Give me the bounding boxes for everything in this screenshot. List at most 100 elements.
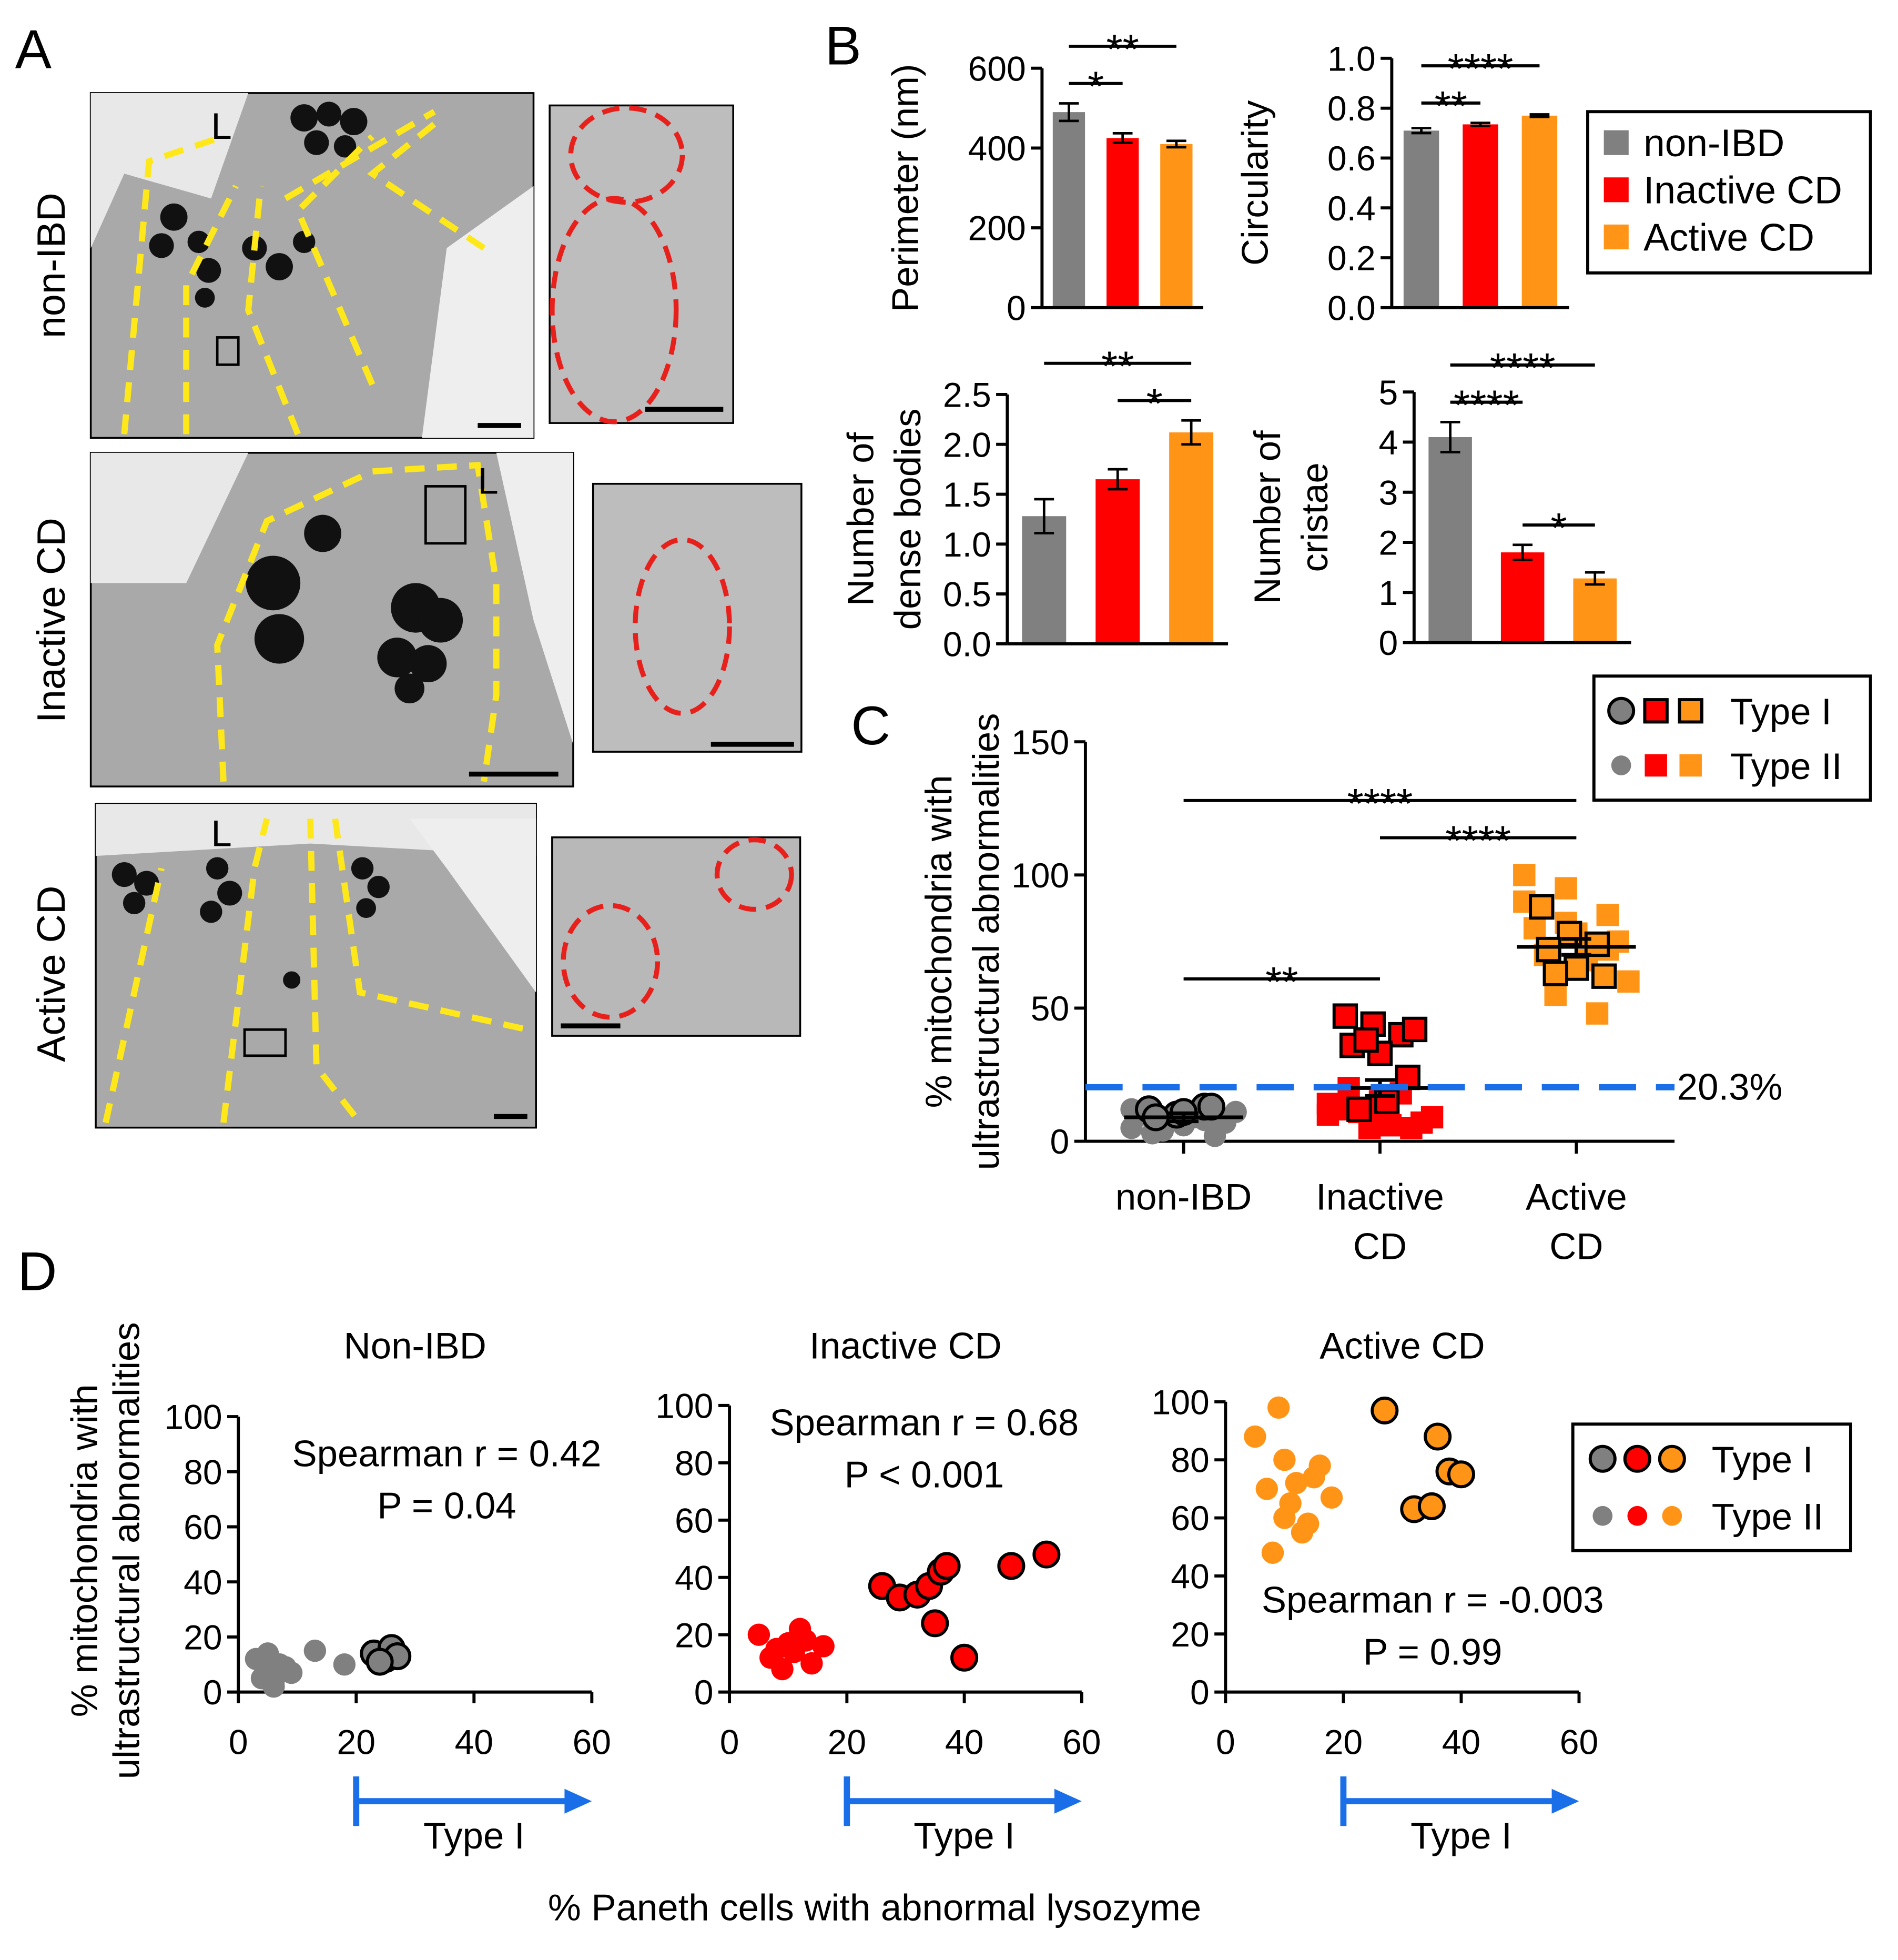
bar [1403,130,1439,308]
x-tick-label: CD [1549,1226,1603,1267]
micrograph-region [96,804,536,856]
panel-label: B [825,15,861,76]
y-tick-label: 2.0 [943,425,991,464]
y-axis-label: % mitochondria with [918,775,959,1108]
data-point [1402,1016,1428,1043]
legend-label: Inactive CD [1643,169,1842,212]
x-tick-label: 40 [455,1723,493,1762]
data-point [1536,936,1561,963]
panel-label: C [851,695,890,756]
inset-box [216,336,240,366]
legend-box [1592,674,1872,802]
data-point [747,1623,770,1646]
granules [149,102,368,308]
y-tick-label: 3 [1378,473,1398,512]
y-tick-label: 0.0 [1327,288,1376,327]
data-point [997,1552,1026,1580]
panel-label: A [15,19,52,80]
significance-label: * [1146,379,1163,427]
significance-label: * [1088,63,1104,110]
legend-label: Type II [1712,1496,1823,1538]
data-point [794,1629,817,1652]
x-tick-label: 0 [1216,1723,1235,1762]
data-point [1513,864,1536,886]
chart-title: Inactive CD [809,1325,1002,1366]
legend-marker [1645,754,1667,777]
x-tick-label: 20 [337,1723,375,1762]
legend-label: Active CD [1643,216,1814,259]
error-bar [1181,419,1202,446]
stat-label: P = 0.99 [1363,1631,1502,1673]
data-point [1555,877,1577,900]
data-point [1273,1507,1296,1529]
y-axis-label: ultrastructural abnormalities [106,1322,147,1779]
error-bar [1440,421,1460,453]
mitochondrion-outline [550,196,679,425]
y-axis-label: dense bodies [887,409,928,630]
bar [1106,138,1139,308]
significance-label: **** [1454,381,1519,429]
data-point [280,1661,303,1684]
x-tick-label: 20 [1324,1723,1363,1762]
data-point [1542,961,1568,986]
y-tick-label: 0.8 [1327,89,1376,128]
legend-label: Type I [1730,691,1832,732]
bar [1428,437,1472,643]
data-point [1353,1027,1379,1053]
y-tick-label: 0.2 [1327,239,1376,278]
data-point [1197,1093,1225,1121]
y-axis-label: ultrastructural abnormalities [965,713,1007,1170]
bar [1169,432,1214,644]
data-point [1332,1003,1358,1029]
x-tick-label: non-IBD [1115,1176,1252,1217]
y-tick-label: 0 [1007,288,1026,327]
y-tick-label: 40 [1171,1557,1209,1595]
x-axis-label: % Paneth cells with abnormal lysozyme [548,1887,1201,1928]
legend-label: Type II [1730,745,1842,787]
error-bar [1034,498,1054,534]
legend-marker [1678,698,1703,724]
threshold-arrow [1340,1776,1557,1826]
data-point [303,1639,327,1662]
data-point [1032,1540,1061,1569]
y-tick-label: 4 [1378,423,1398,462]
micrograph-inset [549,104,734,424]
y-axis-label: Number of [840,432,881,606]
y-tick-label: 0.5 [943,575,991,614]
x-tick-label: 20 [828,1723,866,1762]
y-tick-label: 1.0 [943,525,991,564]
data-point [1303,1466,1325,1489]
y-axis-label: Perimeter (nm) [885,64,926,312]
inset-box [424,485,467,545]
x-tick-label: CD [1353,1226,1407,1267]
data-point [1379,1114,1402,1137]
x-tick-label: 40 [1442,1723,1480,1762]
y-tick-label: 100 [1152,1382,1210,1421]
arrow-label: Type I [914,1815,1015,1856]
data-point [1224,1100,1247,1124]
micrograph-region [422,186,534,438]
data-point [1371,1396,1399,1424]
threshold-arrow [353,1776,570,1826]
arrow-head [564,1789,592,1814]
legend-marker [1658,1444,1686,1473]
micrograph-region [90,452,249,583]
stat-label: Spearman r = 0.42 [292,1432,601,1474]
mitochondrion-outline [714,837,794,912]
mean-line [1124,1111,1243,1124]
legend-swatch [1603,224,1629,250]
significance-label: **** [1448,45,1514,92]
x-tick-label: 60 [1560,1723,1598,1762]
error-bar [1470,122,1490,127]
data-point [1316,1093,1339,1115]
legend-label: Type I [1712,1439,1813,1480]
data-point [1285,1472,1308,1494]
micrograph-inset [551,836,801,1037]
error-bar [1166,139,1186,149]
x-tick-label: 0 [720,1723,739,1762]
data-point [800,1652,823,1675]
y-tick-label: 50 [1031,989,1069,1028]
y-axis-label: Circularity [1234,100,1276,266]
significance-label: * [1550,504,1567,551]
data-point [1320,1486,1343,1509]
